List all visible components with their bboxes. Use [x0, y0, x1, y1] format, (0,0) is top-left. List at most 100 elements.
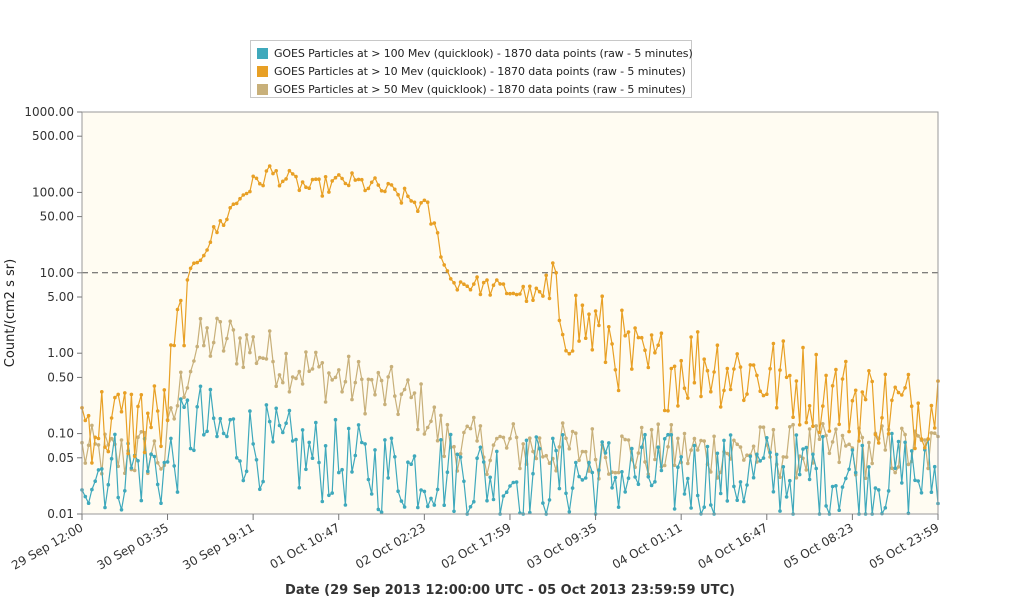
data-point	[541, 455, 545, 459]
data-point	[811, 452, 815, 457]
data-point	[913, 446, 917, 451]
data-point	[172, 343, 176, 348]
x-tick-label: 04 Oct 16:47	[696, 520, 771, 571]
data-point	[429, 496, 433, 501]
data-point	[923, 445, 927, 450]
data-point	[116, 495, 120, 500]
data-point	[709, 503, 713, 507]
data-point	[218, 416, 223, 421]
data-point	[343, 181, 348, 186]
data-point	[271, 359, 275, 364]
data-point	[340, 176, 344, 181]
data-point	[182, 405, 186, 410]
data-point	[518, 466, 522, 471]
data-point	[735, 442, 739, 447]
data-point	[630, 446, 634, 451]
data-point	[244, 191, 249, 196]
x-axis-title: Date (29 Sep 2013 12:00:00 UTC - 05 Oct …	[285, 583, 735, 598]
data-point	[574, 293, 578, 298]
data-point	[113, 395, 117, 400]
legend-item-10mev[interactable]: GOES Particles at > 10 Mev (quicklook) -…	[257, 62, 686, 80]
data-point	[462, 282, 466, 287]
data-point	[636, 482, 641, 487]
data-point	[788, 425, 792, 429]
data-point	[804, 468, 809, 472]
data-point	[830, 384, 835, 388]
data-point	[126, 451, 130, 456]
data-point	[909, 404, 914, 409]
data-point	[916, 479, 920, 483]
data-point	[669, 433, 674, 437]
data-point	[695, 448, 700, 452]
data-point	[583, 336, 588, 341]
data-point	[791, 415, 795, 420]
data-point	[929, 431, 934, 435]
data-point	[867, 465, 871, 469]
data-point	[801, 447, 805, 451]
data-point	[900, 426, 904, 431]
data-point	[307, 369, 312, 374]
data-point	[234, 362, 239, 366]
data-point	[481, 460, 486, 464]
data-point	[136, 459, 140, 463]
data-point	[491, 497, 496, 502]
data-point	[100, 467, 104, 471]
data-point	[669, 423, 674, 427]
data-point	[768, 366, 772, 371]
data-point	[317, 177, 321, 181]
data-point	[198, 384, 203, 389]
data-point	[679, 455, 683, 459]
data-point	[603, 455, 608, 460]
data-point	[205, 248, 209, 252]
data-point	[248, 409, 252, 413]
data-point	[748, 363, 753, 367]
data-point	[850, 398, 855, 403]
legend-item-50mev[interactable]: GOES Particles at > 50 Mev (quicklook) -…	[257, 80, 686, 98]
data-point	[123, 489, 127, 493]
data-point	[771, 490, 776, 494]
data-point	[491, 443, 496, 447]
data-point	[445, 269, 450, 273]
x-tick-label: 30 Sep 03:35	[95, 520, 171, 572]
data-point	[356, 177, 361, 182]
series-layer	[80, 164, 940, 517]
data-point	[445, 422, 450, 427]
data-point	[139, 393, 144, 397]
data-point	[264, 169, 269, 173]
data-point	[277, 423, 282, 428]
data-point	[353, 178, 358, 182]
data-point	[231, 417, 236, 421]
data-point	[616, 470, 621, 475]
data-point	[271, 440, 275, 444]
data-point	[248, 350, 252, 355]
data-point	[607, 325, 611, 329]
data-point	[771, 341, 776, 346]
data-point	[666, 432, 670, 437]
data-point	[432, 405, 437, 410]
data-point	[676, 465, 680, 470]
data-point	[699, 394, 703, 399]
data-point	[511, 480, 516, 485]
data-point	[369, 377, 374, 382]
legend-item-100mev[interactable]: GOES Particles at > 100 Mev (quicklook) …	[257, 44, 693, 62]
data-point	[501, 435, 506, 440]
data-point	[267, 419, 272, 424]
data-point	[929, 403, 934, 408]
data-point	[472, 282, 476, 286]
data-point	[613, 475, 618, 480]
data-point	[610, 342, 614, 346]
data-point	[735, 352, 739, 356]
data-point	[383, 402, 387, 407]
data-point	[192, 359, 196, 363]
data-point	[445, 470, 450, 475]
data-point	[514, 435, 519, 440]
data-point	[330, 179, 335, 183]
data-point	[896, 439, 901, 444]
data-point	[425, 504, 430, 509]
data-point	[613, 368, 618, 372]
data-point	[643, 460, 647, 464]
data-point	[794, 433, 799, 437]
data-point	[83, 418, 88, 423]
y-tick-label: 10.00	[40, 266, 74, 280]
data-point	[251, 174, 255, 179]
